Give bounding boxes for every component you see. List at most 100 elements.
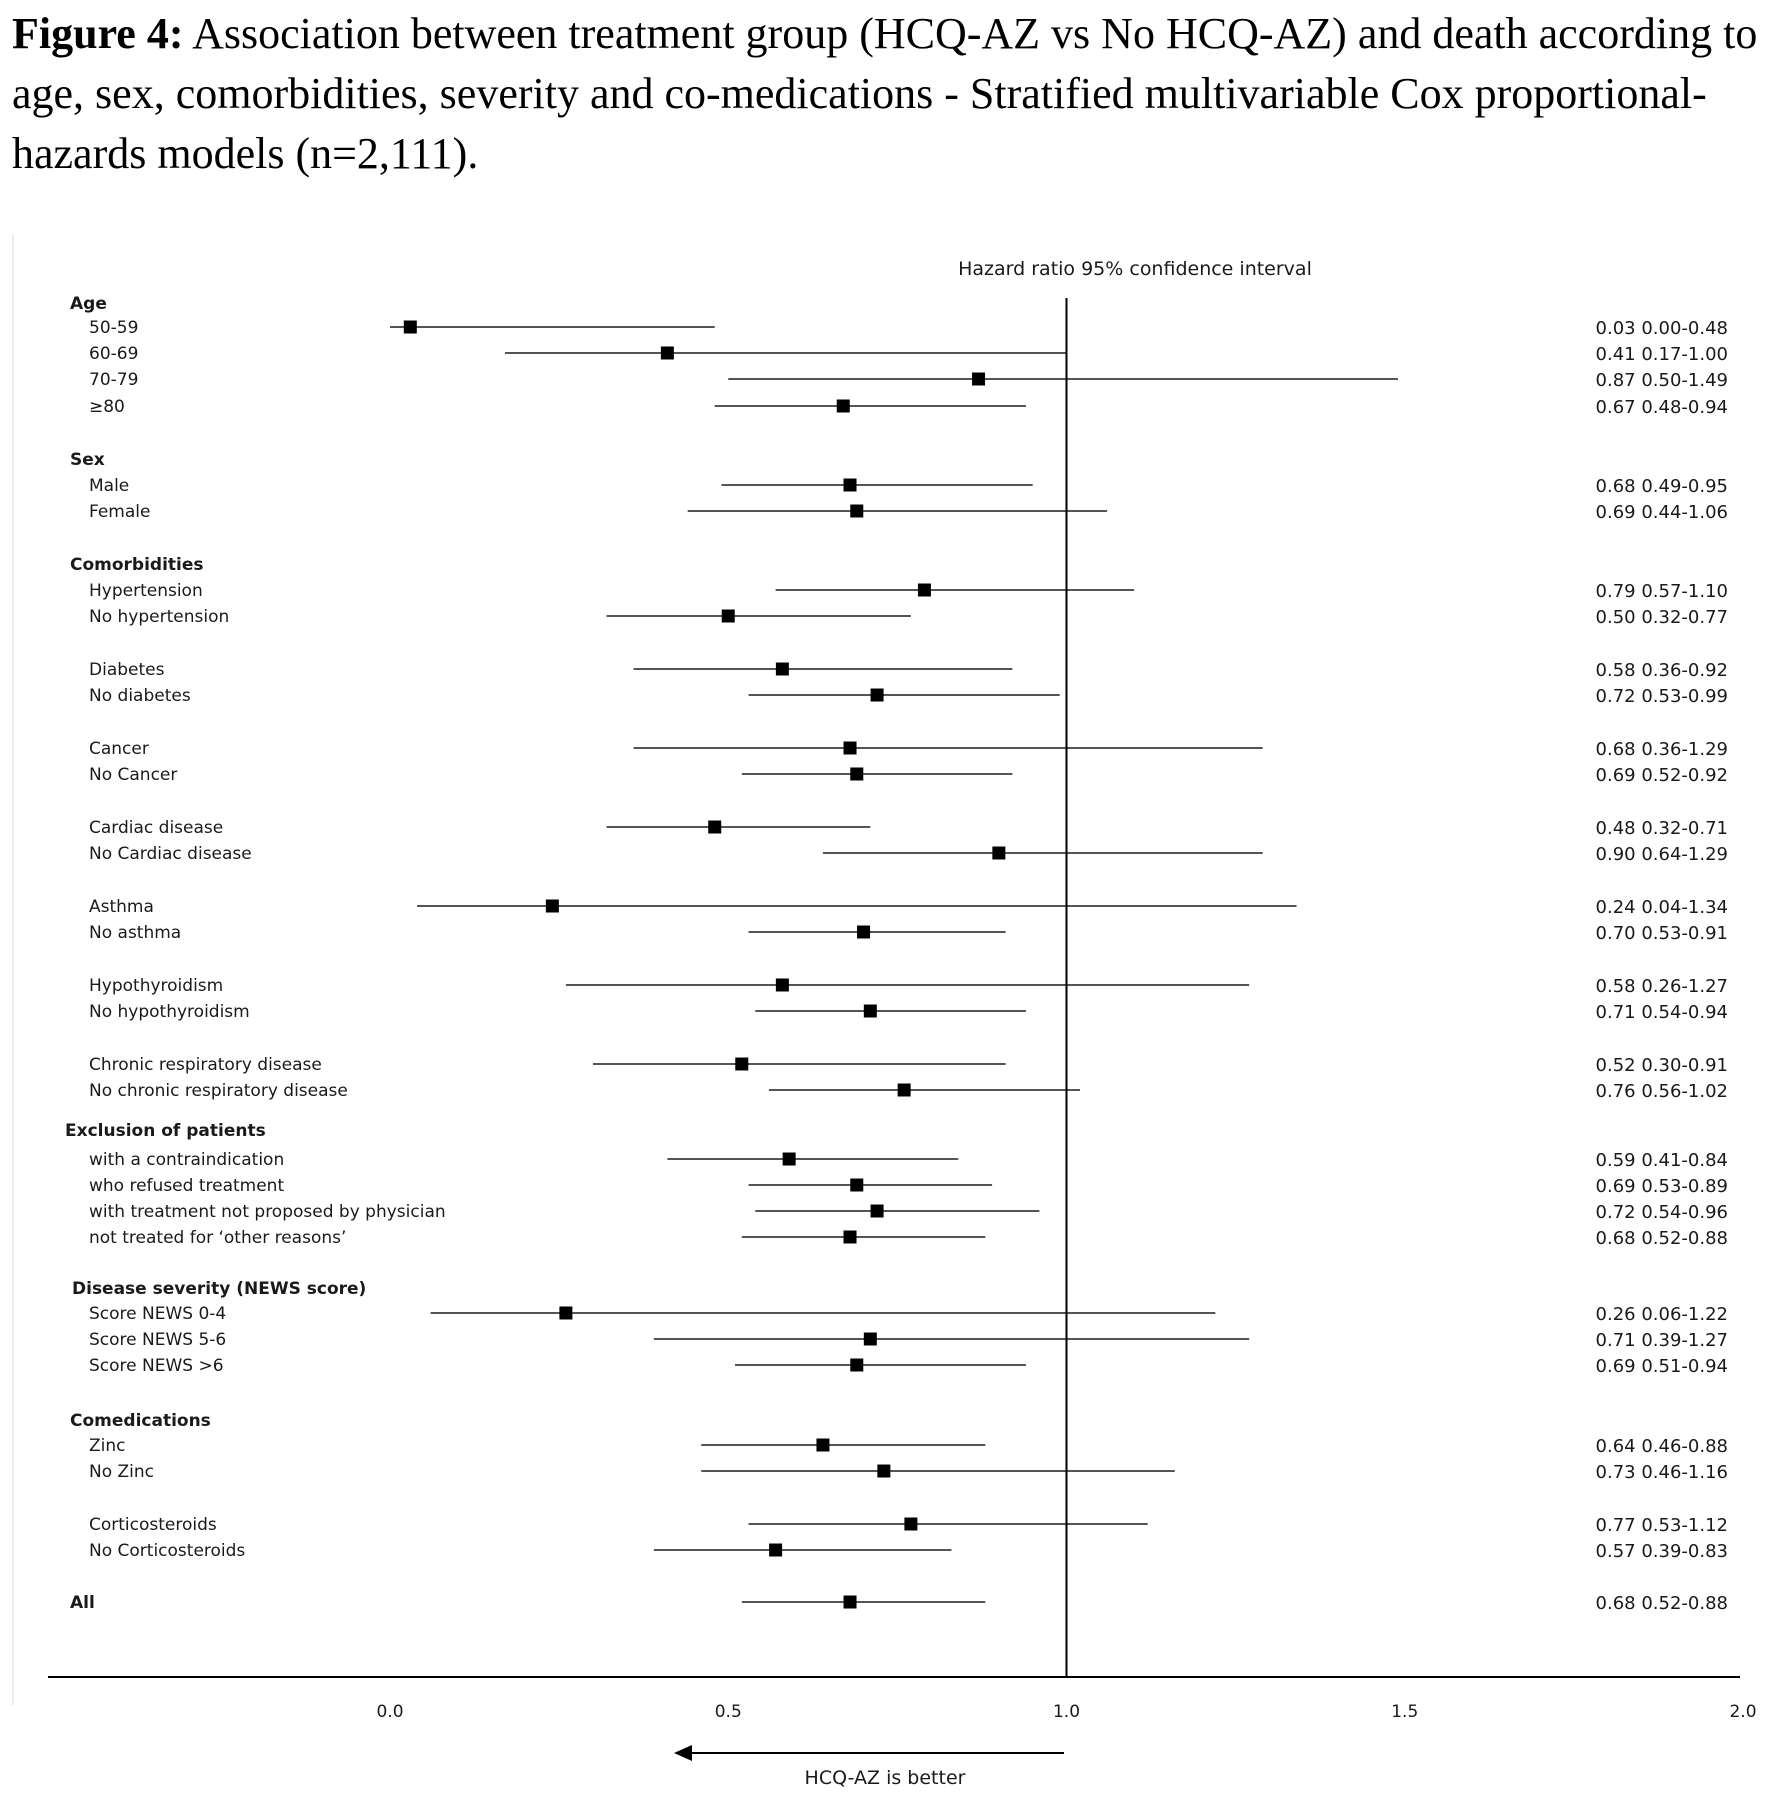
estimate-label: 0.57 0.39-0.83: [1596, 1541, 1728, 1562]
hr-point: [660, 346, 674, 360]
hr-point: [850, 504, 864, 518]
row-not-treated-for-other-reasons: not treated for ‘other reasons’ 0.68 0.52…: [89, 1228, 1728, 1249]
forest-plot: Hazard ratio 95% confidence interval Age…: [12, 235, 1757, 1789]
hr-point: [972, 372, 986, 386]
x-tick-label: 1.0: [1053, 1702, 1080, 1722]
estimate-label: 0.70 0.53-0.91: [1596, 923, 1728, 944]
estimate-label: 0.69 0.44-1.06: [1596, 502, 1728, 523]
row-label: Corticosteroids: [89, 1515, 217, 1535]
estimate-label: 0.50 0.32-0.77: [1596, 607, 1728, 628]
row-label: not treated for ‘other reasons’: [89, 1228, 346, 1248]
estimate-label: 0.03 0.00-0.48: [1596, 318, 1728, 339]
group-comedications: Comedications Zinc 0.64 0.46-0.88 No Zinc 0.…: [70, 1411, 1728, 1562]
estimate-label: 0.69 0.52-0.92: [1596, 765, 1728, 786]
hr-point: [863, 1004, 877, 1018]
estimate-label: 0.41 0.17-1.00: [1596, 344, 1728, 365]
hr-point: [843, 1230, 857, 1244]
estimate-label: 0.52 0.30-0.91: [1596, 1055, 1728, 1076]
group-label: All: [70, 1593, 95, 1613]
estimate-label: 0.71 0.54-0.94: [1596, 1002, 1728, 1023]
estimate-label: 0.58 0.26-1.27: [1596, 976, 1728, 997]
estimate-label: 0.68 0.49-0.95: [1596, 476, 1728, 497]
row-corticosteroids: Corticosteroids 0.77 0.53-1.12: [89, 1515, 1728, 1536]
estimate-label: 0.69 0.51-0.94: [1596, 1356, 1728, 1377]
row-male: Male 0.68 0.49-0.95: [89, 476, 1728, 497]
group-label: Comedications: [70, 1411, 211, 1431]
x-axis-title: HCQ-AZ is better: [805, 1767, 966, 1789]
hr-point: [708, 820, 722, 834]
x-tick-label: 0.5: [715, 1702, 742, 1722]
row-no-hypothyroidism: No hypothyroidism 0.71 0.54-0.94: [89, 1002, 1728, 1023]
hr-point: [559, 1306, 573, 1320]
estimate-label: 0.77 0.53-1.12: [1596, 1515, 1728, 1536]
group-comorbidities: Comorbidities Hypertension 0.79 0.57-1.10 N…: [70, 555, 1728, 1102]
x-tick-label: 0.0: [376, 1702, 403, 1722]
estimate-label: 0.76 0.56-1.02: [1596, 1081, 1728, 1102]
row-no-cardiac-disease: No Cardiac disease 0.90 0.64-1.29: [89, 844, 1728, 865]
x-tick-label: 2.0: [1729, 1702, 1756, 1722]
row-label: Cardiac disease: [89, 818, 223, 838]
hr-point: [850, 767, 864, 781]
row-label: Asthma: [89, 897, 154, 917]
estimate-label: 0.73 0.46-1.16: [1596, 1462, 1728, 1483]
row-label: Male: [89, 476, 129, 496]
row-no-cancer: No Cancer 0.69 0.52-0.92: [89, 765, 1728, 786]
row-hypothyroidism: Hypothyroidism 0.58 0.26-1.27: [89, 976, 1728, 997]
estimate-label: 0.72 0.53-0.99: [1596, 686, 1728, 707]
hr-point: [769, 1543, 783, 1557]
row-score-news-5-6: Score NEWS 5-6 0.71 0.39-1.27: [89, 1330, 1728, 1351]
hr-point: [545, 899, 559, 913]
hr-point: [877, 1464, 891, 1478]
row-cardiac-disease: Cardiac disease 0.48 0.32-0.71: [89, 818, 1728, 839]
group-all: All 0.68 0.52-0.88: [70, 1593, 1728, 1614]
row-no-chronic-respiratory-disease: No chronic respiratory disease 0.76 0.56-…: [89, 1081, 1728, 1102]
estimate-label: 0.59 0.41-0.84: [1596, 1150, 1728, 1171]
estimate-label: 0.87 0.50-1.49: [1596, 370, 1728, 391]
row-label: Diabetes: [89, 660, 165, 680]
row-all: 0.68 0.52-0.88: [741, 1593, 1728, 1614]
hr-point: [850, 1178, 864, 1192]
row-label: No asthma: [89, 923, 181, 943]
row-80: ≥80 0.67 0.48-0.94: [89, 397, 1728, 418]
row-with-a-contraindication: with a contraindication 0.59 0.41-0.84: [89, 1150, 1728, 1171]
row-label: No hypertension: [89, 607, 229, 627]
hr-point: [870, 1204, 884, 1218]
x-tick-label: 1.5: [1391, 1702, 1418, 1722]
estimate-label: 0.68 0.36-1.29: [1596, 739, 1728, 760]
row-score-news-6: Score NEWS >6 0.69 0.51-0.94: [89, 1356, 1728, 1377]
estimate-label: 0.68 0.52-0.88: [1596, 1593, 1728, 1614]
row-no-hypertension: No hypertension 0.50 0.32-0.77: [89, 607, 1728, 628]
estimate-label: 0.71 0.39-1.27: [1596, 1330, 1728, 1351]
hr-point: [904, 1517, 918, 1531]
row-label: Hypothyroidism: [89, 976, 223, 996]
estimate-label: 0.79 0.57-1.10: [1596, 581, 1728, 602]
group-label: Age: [70, 294, 107, 314]
row-no-asthma: No asthma 0.70 0.53-0.91: [89, 923, 1728, 944]
row-label: Score NEWS 5-6: [89, 1330, 226, 1350]
hr-point: [836, 399, 850, 413]
hr-point: [850, 1358, 864, 1372]
row-female: Female 0.69 0.44-1.06: [89, 502, 1728, 523]
row-label: 70-79: [89, 370, 138, 390]
row-label: 50-59: [89, 318, 138, 338]
row-diabetes: Diabetes 0.58 0.36-0.92: [89, 660, 1728, 681]
hr-point: [735, 1057, 749, 1071]
estimate-label: 0.26 0.06-1.22: [1596, 1304, 1728, 1325]
row-label: 60-69: [89, 344, 138, 364]
row-label: Chronic respiratory disease: [89, 1055, 322, 1075]
arrow-hcq-az-is-better: [674, 1745, 1064, 1761]
estimate-label: 0.64 0.46-0.88: [1596, 1436, 1728, 1457]
figure-caption-text: Association between treatment group (HCQ…: [12, 9, 1758, 178]
group-sex: Sex Male 0.68 0.49-0.95 Female 0.69 0.44-1.0…: [70, 450, 1728, 523]
group-exclusion-of-patients: Exclusion of patients with a contraindica…: [65, 1121, 1728, 1249]
hr-point: [857, 925, 871, 939]
row-label: No Cardiac disease: [89, 844, 252, 864]
chart-title: Hazard ratio 95% confidence interval: [958, 258, 1312, 280]
hr-point: [897, 1083, 911, 1097]
rows-layer: Age 50-59 0.03 0.00-0.48 60-69 0.41 0.17-1.0…: [65, 294, 1728, 1614]
row-no-corticosteroids: No Corticosteroids 0.57 0.39-0.83: [89, 1541, 1728, 1562]
row-label: No Corticosteroids: [89, 1541, 245, 1561]
row-asthma: Asthma 0.24 0.04-1.34: [89, 897, 1728, 918]
row-label: Hypertension: [89, 581, 203, 601]
row-chronic-respiratory-disease: Chronic respiratory disease 0.52 0.30-0.9…: [89, 1055, 1728, 1076]
